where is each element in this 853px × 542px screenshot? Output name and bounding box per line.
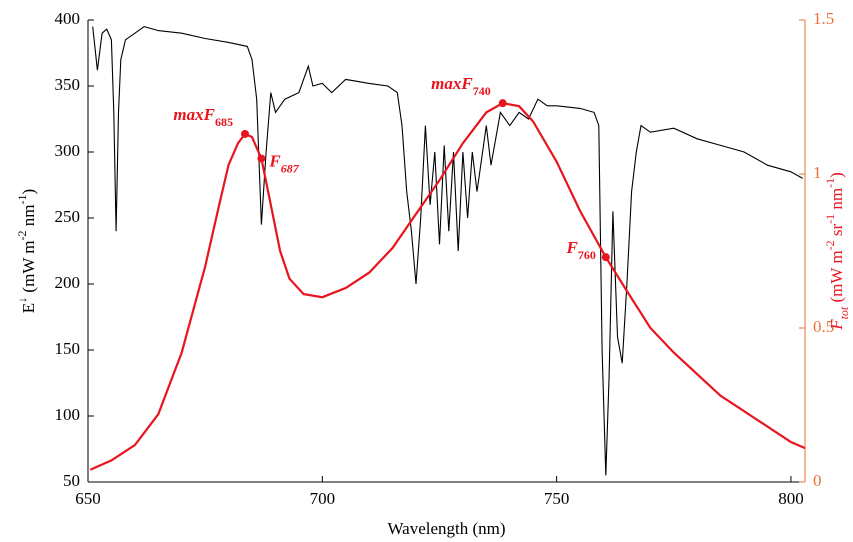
y-axis-label-part: nm bbox=[19, 204, 38, 230]
annotation-point bbox=[601, 253, 610, 262]
annotation-text: F bbox=[565, 238, 578, 257]
y-tick-label: 50 bbox=[63, 471, 80, 490]
annotation-sub: 740 bbox=[473, 84, 491, 98]
y2-tick-label: 1 bbox=[813, 163, 822, 182]
y2-tick-label: 0.5 bbox=[813, 317, 834, 336]
annotation-text: maxF bbox=[173, 105, 215, 124]
y-tick-label: 150 bbox=[55, 339, 81, 358]
series-line bbox=[92, 25, 803, 476]
y2-axis-label-part: -1 bbox=[823, 214, 837, 224]
y-axis-label-part: -2 bbox=[15, 230, 29, 240]
annotation: maxF685 bbox=[173, 105, 233, 129]
annotation-point bbox=[498, 99, 507, 108]
y-tick-label: 300 bbox=[55, 141, 81, 160]
y-axis-label-part: ↓ bbox=[15, 297, 29, 303]
y2-axis-label-part: -2 bbox=[823, 240, 837, 250]
y-axis-label-part: E bbox=[19, 303, 38, 313]
y2-axis-label-part: F bbox=[827, 319, 846, 331]
y-tick-label: 350 bbox=[55, 75, 81, 94]
y2-axis-label-part: nm bbox=[827, 188, 846, 214]
y-tick-label: 200 bbox=[55, 273, 81, 292]
x-tick-label: 650 bbox=[75, 489, 101, 508]
x-tick-label: 750 bbox=[544, 489, 570, 508]
y-axis-label-part: (mW m bbox=[19, 240, 38, 296]
annotation-point bbox=[257, 154, 266, 163]
y-tick-label: 100 bbox=[55, 405, 81, 424]
y2-tick-label: 0 bbox=[813, 471, 822, 490]
y2-tick-label: 1.5 bbox=[813, 9, 834, 28]
annotation-point bbox=[240, 129, 249, 138]
x-tick-label: 700 bbox=[310, 489, 336, 508]
y-tick-label: 400 bbox=[55, 9, 81, 28]
annotation-sub: 685 bbox=[215, 115, 233, 129]
series-line bbox=[89, 102, 806, 471]
annotation: F687 bbox=[268, 152, 299, 176]
annotation-text: F bbox=[268, 152, 281, 171]
annotation: F760 bbox=[565, 238, 595, 262]
y2-axis-label-part: tot bbox=[837, 306, 851, 319]
y2-axis-label-part: sr bbox=[827, 224, 846, 241]
y2-axis-label-part: ) bbox=[827, 172, 846, 178]
annotation: maxF740 bbox=[431, 74, 491, 98]
annotation-sub: 760 bbox=[578, 248, 596, 262]
x-axis-label: Wavelength (nm) bbox=[387, 519, 505, 538]
annotation-text: maxF bbox=[431, 74, 473, 93]
annotation-sub: 687 bbox=[281, 161, 300, 175]
y2-axis-label-part: -1 bbox=[823, 178, 837, 188]
y-axis-label-part: -1 bbox=[15, 194, 29, 204]
x-tick-label: 800 bbox=[778, 489, 804, 508]
y-tick-label: 250 bbox=[55, 207, 81, 226]
y-axis-label: E↓ (mW m-2 nm-1) bbox=[15, 189, 38, 313]
y-axis-label-part: ) bbox=[19, 189, 38, 195]
y2-axis-label-part: (mW m bbox=[827, 250, 846, 306]
y2-axis-label: Ftot (mW m-2 sr-1 nm-1) bbox=[823, 172, 851, 331]
